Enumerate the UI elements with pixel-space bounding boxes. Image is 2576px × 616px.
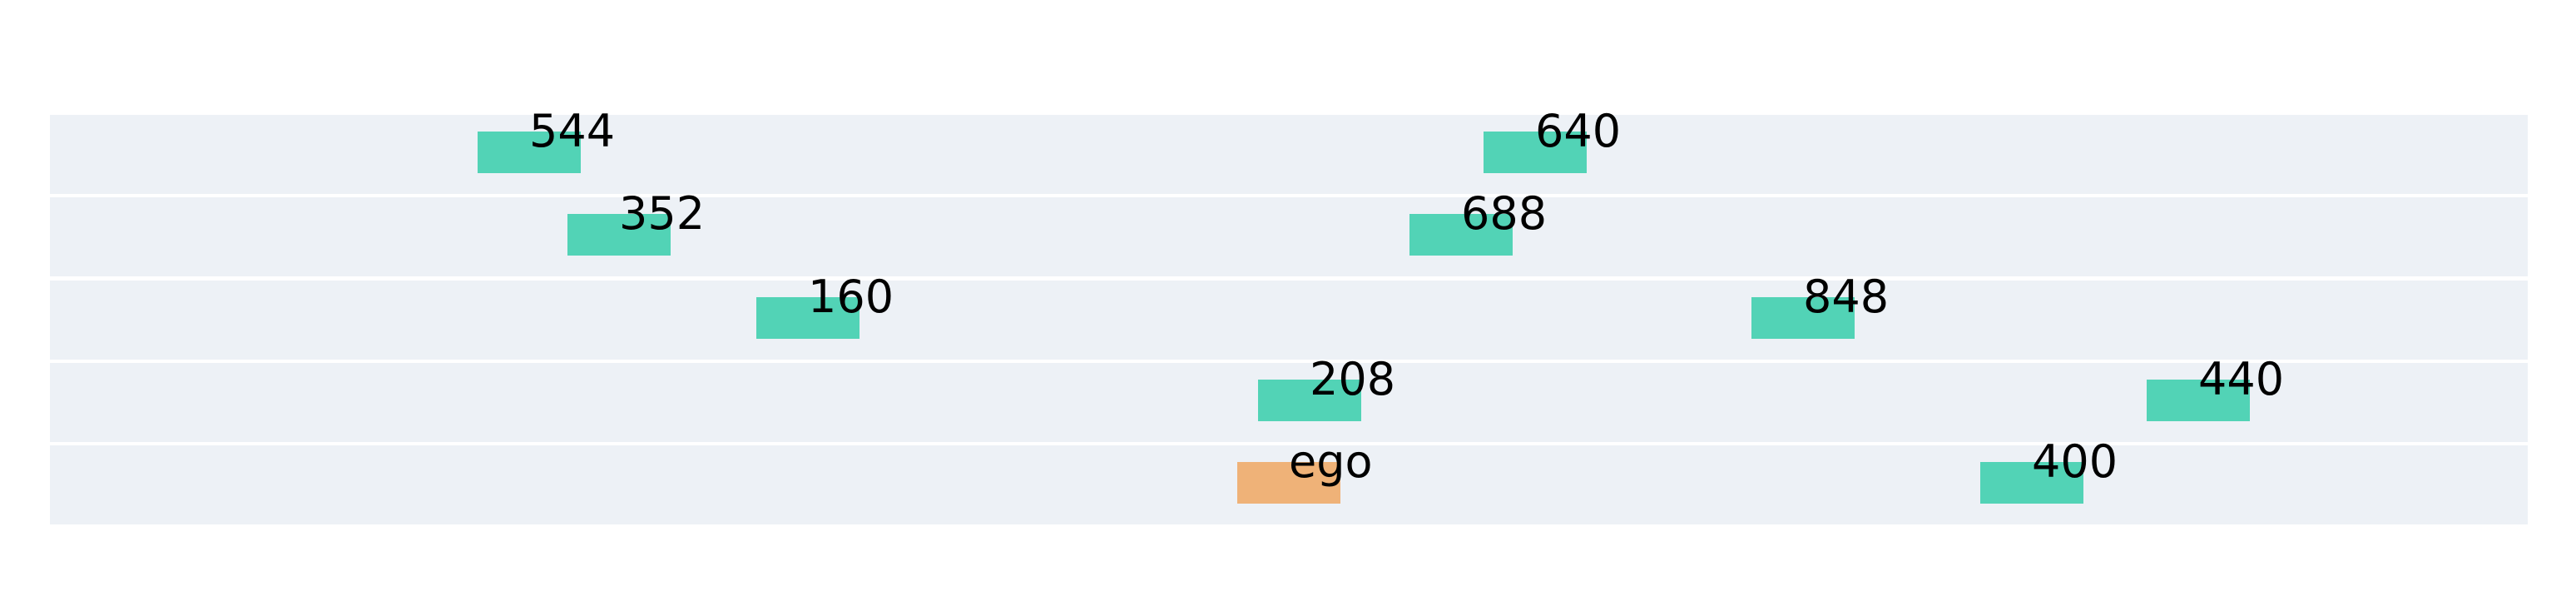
vehicle: 208 [1258,353,1395,421]
vehicle-box [1409,214,1513,256]
vehicle-box [478,132,581,173]
vehicle-label: 848 [1803,271,1889,323]
vehicle-box [2147,380,2250,421]
lane-2 [50,197,2528,276]
vehicle-box [1751,297,1855,339]
vehicle-label: 160 [808,271,894,323]
vehicle-box [1484,132,1587,173]
vehicle: 440 [2147,353,2284,421]
vehicle: 848 [1751,271,1889,339]
vehicle-label: 688 [1461,187,1547,240]
vehicle-label: 352 [619,187,705,240]
vehicle-label: 208 [1310,353,1395,405]
vehicle: 544 [478,105,615,173]
vehicle-label: 640 [1535,105,1621,157]
vehicle-label: 440 [2198,353,2284,405]
vehicle-box [756,297,859,339]
vehicle: 160 [756,271,894,339]
vehicle-box [1980,462,2083,504]
vehicle-box [1258,380,1361,421]
vehicle: 400 [1980,435,2118,504]
vehicle-box [567,214,671,256]
ego-vehicle: ego [1237,435,1373,504]
vehicle: 688 [1409,187,1547,256]
vehicles-layer: 544 640 352 688 160 848 208 440 ego 400 [478,105,2284,504]
lane-1 [50,115,2528,194]
vehicle: 640 [1484,105,1621,173]
vehicle-label: 400 [2032,435,2118,488]
vehicle-label: 544 [529,105,615,157]
ego-vehicle-box [1237,462,1340,504]
lane-3 [50,281,2528,360]
vehicle: 352 [567,187,705,256]
ego-vehicle-label: ego [1289,435,1373,488]
